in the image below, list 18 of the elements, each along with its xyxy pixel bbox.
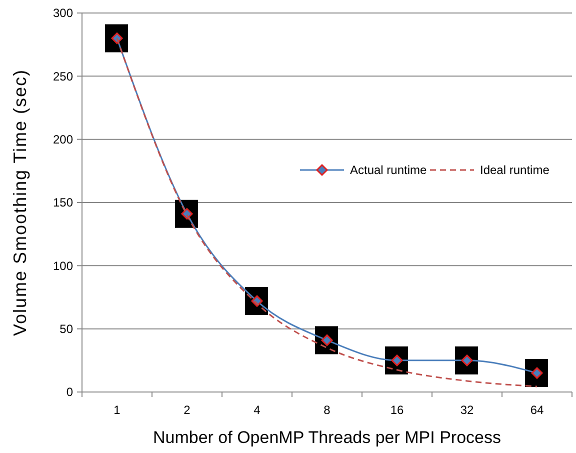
- x-tick-label: 32: [460, 403, 474, 417]
- y-tick-label: 200: [52, 132, 74, 147]
- y-tick-label: 250: [52, 69, 74, 84]
- y-axis-title: Volume Smoothing Time (sec): [10, 68, 30, 336]
- y-tick-label: 150: [52, 196, 74, 210]
- legend-label: Ideal runtime: [480, 163, 550, 178]
- x-axis-title: Number of OpenMP Threads per MPI Process: [152, 428, 502, 447]
- x-tick-label: 4: [254, 403, 261, 417]
- y-tick-label: 300: [52, 6, 74, 20]
- x-tick-label: 2: [184, 403, 191, 417]
- x-tick-label: 16: [390, 403, 404, 417]
- x-tick-label: 1: [114, 403, 121, 417]
- y-tick-label: 100: [52, 258, 74, 273]
- y-tick-label: 50: [60, 322, 74, 336]
- x-tick-label: 64: [530, 403, 544, 417]
- y-tick-label: 0: [66, 385, 74, 400]
- legend-label: Actual runtime: [350, 163, 428, 178]
- x-tick-label: 8: [324, 403, 331, 417]
